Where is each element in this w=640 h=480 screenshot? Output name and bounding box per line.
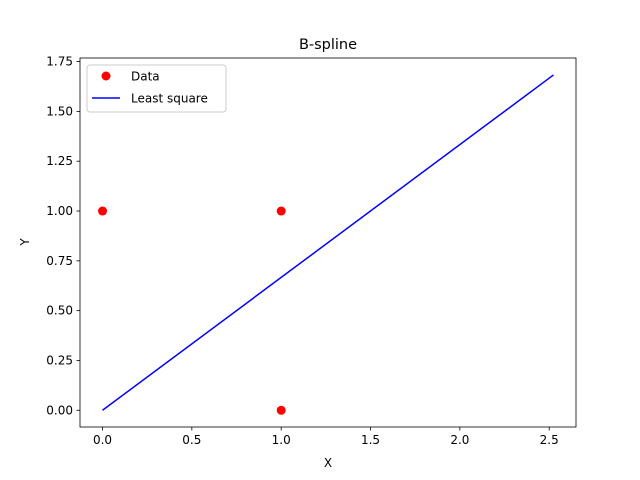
y-tick-label: 0.25 bbox=[46, 353, 73, 367]
x-axis-label: X bbox=[324, 456, 332, 470]
y-tick-label: 1.50 bbox=[46, 104, 73, 118]
y-tick-label: 1.00 bbox=[46, 204, 73, 218]
chart-title: B-spline bbox=[299, 37, 357, 53]
y-axis-label: Y bbox=[18, 238, 32, 247]
legend-label: Least square bbox=[131, 92, 208, 106]
x-tick-label: 1.5 bbox=[361, 433, 380, 447]
x-tick-label: 1.0 bbox=[272, 433, 291, 447]
x-tick-label: 0.0 bbox=[93, 433, 112, 447]
series-line-1 bbox=[102, 74, 554, 411]
legend-label: Data bbox=[131, 70, 160, 84]
y-tick-label: 0.75 bbox=[46, 254, 73, 268]
x-tick-label: 2.0 bbox=[450, 433, 469, 447]
x-tick-label: 0.5 bbox=[182, 433, 201, 447]
legend-marker-data bbox=[101, 71, 111, 81]
y-tick-label: 0.00 bbox=[46, 403, 73, 417]
plot-area bbox=[98, 74, 554, 415]
y-tick-label: 0.50 bbox=[46, 304, 73, 318]
y-tick-label: 1.25 bbox=[46, 154, 73, 168]
legend-box bbox=[86, 64, 227, 113]
axes: 0.0 0.5 1.0 1.5 2.0 2.5 0.00 0.25 0.50 0.75 1.00 1.… bbox=[46, 55, 577, 447]
y-tick-label: 1.75 bbox=[46, 55, 73, 69]
data-point-1 bbox=[276, 206, 286, 216]
data-point-0 bbox=[98, 206, 108, 216]
x-tick-label: 2.5 bbox=[540, 433, 559, 447]
axes-frame bbox=[79, 57, 577, 428]
legend: Data Least square bbox=[86, 64, 227, 113]
data-point-2 bbox=[276, 405, 286, 415]
